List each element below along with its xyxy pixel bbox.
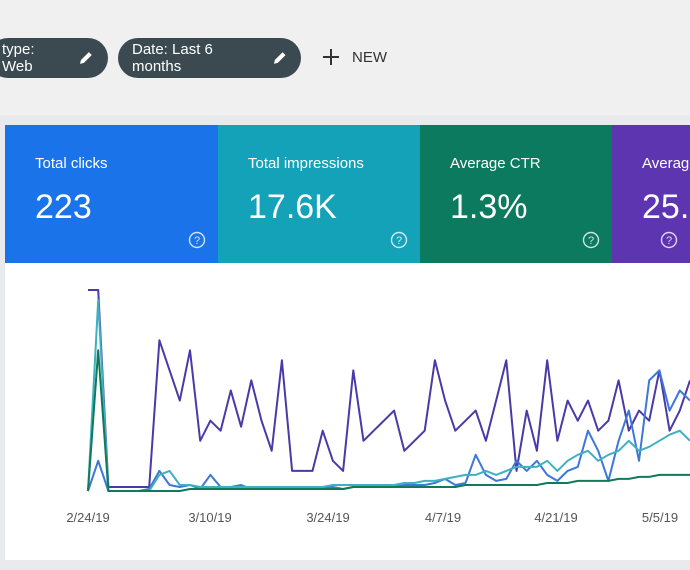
x-tick-label: 2/24/19	[66, 510, 109, 525]
metric-label: Average position	[642, 155, 690, 172]
chip-label: Date: Last 6 months	[132, 41, 213, 75]
metric-cards: Total clicks 223? Total impressions 17.6K? A…	[5, 125, 690, 263]
series-line	[88, 289, 690, 488]
filter-chip[interactable]: type: Web	[0, 38, 108, 78]
help-circle	[582, 231, 600, 249]
edit-icon	[80, 52, 93, 64]
metric-label: Total impressions	[248, 155, 364, 172]
series-line	[87, 349, 690, 492]
help-circle	[660, 231, 678, 249]
new-button[interactable]: NEW	[322, 48, 387, 66]
metric-value: 25.2	[642, 188, 690, 226]
x-tick-label: 5/5/19	[642, 510, 678, 525]
help-circle	[390, 231, 408, 249]
x-tick-label: 3/10/19	[188, 510, 231, 525]
metric-label: Total clicks	[35, 155, 108, 172]
toolbar: type: Web Date: Last 6 months NEW	[0, 0, 690, 115]
help-icon: ?	[390, 231, 408, 249]
metric-card: Total impressions 17.6K?	[218, 125, 420, 263]
x-tick-label: 4/21/19	[534, 510, 577, 525]
help-icon: ?	[660, 231, 678, 249]
plus-icon	[323, 49, 339, 65]
metric-card: Total clicks 223?	[5, 125, 218, 263]
metric-label: Average CTR	[450, 155, 541, 172]
metric-value: 1.3%	[450, 188, 528, 226]
edit-icon	[273, 52, 286, 64]
chart: 2/24/19 3/10/19 3/24/19 4/7/19 4/21/19 5/5/19	[66, 289, 690, 525]
series-line	[87, 299, 690, 492]
metric-value: 223	[35, 188, 92, 226]
help-circle	[188, 231, 206, 249]
chip-label: type: Web	[2, 41, 35, 75]
chart-panel: 2/24/19 3/10/19 3/24/19 4/7/19 4/21/19 5/5/19	[5, 263, 690, 560]
metric-card: Average CTR 1.3%?	[420, 125, 612, 263]
help-mark: ?	[194, 235, 200, 247]
series-line	[87, 369, 690, 492]
help-icon: ?	[188, 231, 206, 249]
help-mark: ?	[588, 235, 594, 247]
filter-chip[interactable]: Date: Last 6 months	[118, 38, 301, 78]
help-mark: ?	[666, 235, 672, 247]
metric-value: 17.6K	[248, 188, 337, 226]
metric-card: Average position 25.2?	[612, 125, 690, 263]
help-icon: ?	[582, 231, 600, 249]
help-mark: ?	[396, 235, 402, 247]
x-tick-label: 3/24/19	[306, 510, 349, 525]
x-tick-label: 4/7/19	[425, 510, 461, 525]
new-label: NEW	[352, 48, 387, 66]
